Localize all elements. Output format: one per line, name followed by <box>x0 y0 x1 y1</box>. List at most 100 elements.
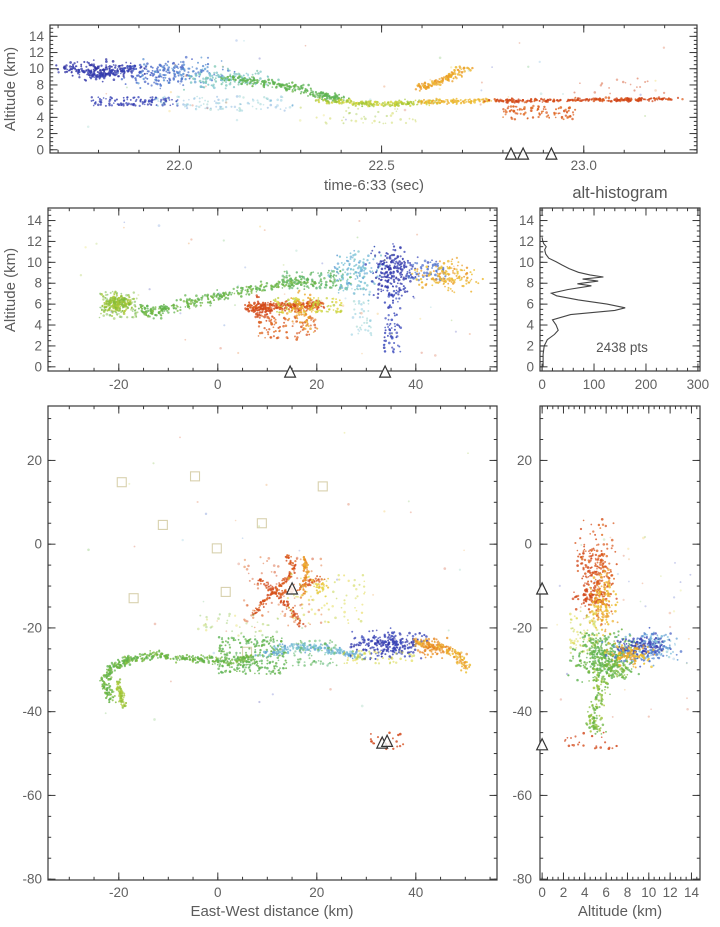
panel-frame <box>47 405 498 881</box>
y-tick-label: 6 <box>526 297 534 312</box>
y-tick-label: 0 <box>34 537 42 552</box>
y-tick-label: 4 <box>36 110 44 125</box>
altitude-histogram-panel: 0 100 200 300 0 2 4 6 8 10 12 14 alt-histogram 2438 p… <box>519 184 709 392</box>
scatter-points <box>556 517 692 750</box>
y-axis-title: Altitude (km) <box>2 248 19 332</box>
x-tick-label: 0 <box>538 885 546 900</box>
altitude-histogram-line <box>541 237 626 367</box>
triangle-marker <box>378 364 392 378</box>
x-tick-label: 40 <box>408 377 423 392</box>
y-tick-label: 4 <box>34 318 42 333</box>
y-tick-label: 6 <box>34 297 42 312</box>
y-tick-label: 8 <box>34 276 42 291</box>
x-tick-label: -20 <box>109 377 129 392</box>
axis-ticks <box>540 406 700 880</box>
eastwest-altitude-panel: -20 0 20 40 0 2 4 6 8 10 12 14 Altitude (km) <box>2 207 498 392</box>
y-tick-label: 2 <box>34 338 42 353</box>
y-tick-label: 12 <box>27 234 42 249</box>
x-tick-label: 8 <box>624 885 632 900</box>
station-square-marker <box>220 586 231 597</box>
scatter-points <box>55 39 684 128</box>
axis-ticks <box>48 208 497 371</box>
x-tick-label: 200 <box>635 377 658 392</box>
y-tick-label: 4 <box>526 318 534 333</box>
y-tick-label: 0 <box>524 537 532 552</box>
x-tick-label: 14 <box>684 885 700 900</box>
scatter-points <box>79 219 484 357</box>
y-tick-label: 6 <box>36 94 44 109</box>
axis-labels: -20 0 20 40 0 2 4 6 8 10 12 14 Altitude (km) <box>2 213 423 392</box>
triangle-marker <box>516 146 530 160</box>
y-tick-label: -40 <box>512 704 532 719</box>
triangle-marker <box>535 581 549 595</box>
y-tick-label: 14 <box>27 213 43 228</box>
y-tick-label: -80 <box>512 872 532 887</box>
station-square-marker <box>189 471 201 482</box>
x-tick-label: 20 <box>309 377 324 392</box>
panel-frame <box>539 405 701 881</box>
triangle-marker <box>285 581 299 595</box>
y-tick-label: -60 <box>22 788 42 803</box>
panel-frame <box>539 207 701 372</box>
x-axis-title: time-6:33 (sec) <box>324 177 424 194</box>
station-square-marker <box>116 477 127 488</box>
y-tick-label: 10 <box>29 61 44 76</box>
y-axis-title: Altitude (km) <box>2 47 19 131</box>
x-tick-label: 300 <box>687 377 710 392</box>
axis-labels: 0 100 200 300 0 2 4 6 8 10 12 14 alt-histogram 2438 p… <box>519 184 709 392</box>
axis-ticks <box>50 25 697 153</box>
x-tick-label: 22.0 <box>166 158 192 173</box>
plan-view-panel: -20 0 20 40 20 0 -20 -40 -60 -80 East-West distanc… <box>22 405 498 920</box>
y-tick-label: 20 <box>27 453 42 468</box>
x-tick-label: 10 <box>641 885 656 900</box>
y-tick-label: 14 <box>29 29 45 44</box>
x-axis-title: East-West distance (km) <box>190 903 353 920</box>
x-tick-label: 20 <box>309 885 324 900</box>
panel-frame <box>49 24 698 154</box>
axis-labels: -20 0 20 40 20 0 -20 -40 -60 -80 East-West distanc… <box>22 453 423 920</box>
triangle-marker <box>535 737 549 751</box>
triangle-marker <box>283 364 297 378</box>
y-tick-label: 12 <box>519 234 534 249</box>
x-axis-title: Altitude (km) <box>578 903 662 920</box>
triangle-marker <box>545 146 558 160</box>
station-square-marker <box>317 481 328 492</box>
y-tick-label: 10 <box>519 255 534 270</box>
y-tick-label: 20 <box>517 453 532 468</box>
y-tick-label: 8 <box>36 77 44 92</box>
x-tick-label: 6 <box>602 885 610 900</box>
x-tick-label: 100 <box>583 377 606 392</box>
axis-ticks <box>48 406 497 880</box>
y-tick-label: 10 <box>27 255 42 270</box>
x-tick-label: 12 <box>663 885 678 900</box>
y-tick-label: -40 <box>22 704 42 719</box>
point-count-label: 2438 pts <box>596 340 648 355</box>
panel-frame <box>47 207 498 372</box>
y-tick-label: 0 <box>526 359 534 374</box>
x-tick-label: 23.0 <box>571 158 597 173</box>
axis-ticks <box>540 208 700 371</box>
station-square-marker <box>157 519 168 530</box>
panel-title: alt-histogram <box>572 184 667 202</box>
x-tick-label: 0 <box>538 377 546 392</box>
x-tick-label: 40 <box>408 885 423 900</box>
x-tick-label: 4 <box>581 885 589 900</box>
y-tick-label: 2 <box>526 338 534 353</box>
y-tick-label: -20 <box>512 620 532 635</box>
y-tick-label: 14 <box>519 213 535 228</box>
x-tick-label: 22.5 <box>368 158 394 173</box>
station-square-marker <box>256 518 267 529</box>
y-tick-label: 0 <box>34 359 42 374</box>
station-square-marker <box>211 543 222 554</box>
x-tick-label: 0 <box>214 377 222 392</box>
y-tick-label: 2 <box>36 126 44 141</box>
x-tick-label: -20 <box>109 885 129 900</box>
station-square-marker <box>128 593 139 604</box>
y-tick-label: -60 <box>512 788 532 803</box>
y-tick-label: -80 <box>22 872 42 887</box>
y-tick-label: 8 <box>526 276 534 291</box>
